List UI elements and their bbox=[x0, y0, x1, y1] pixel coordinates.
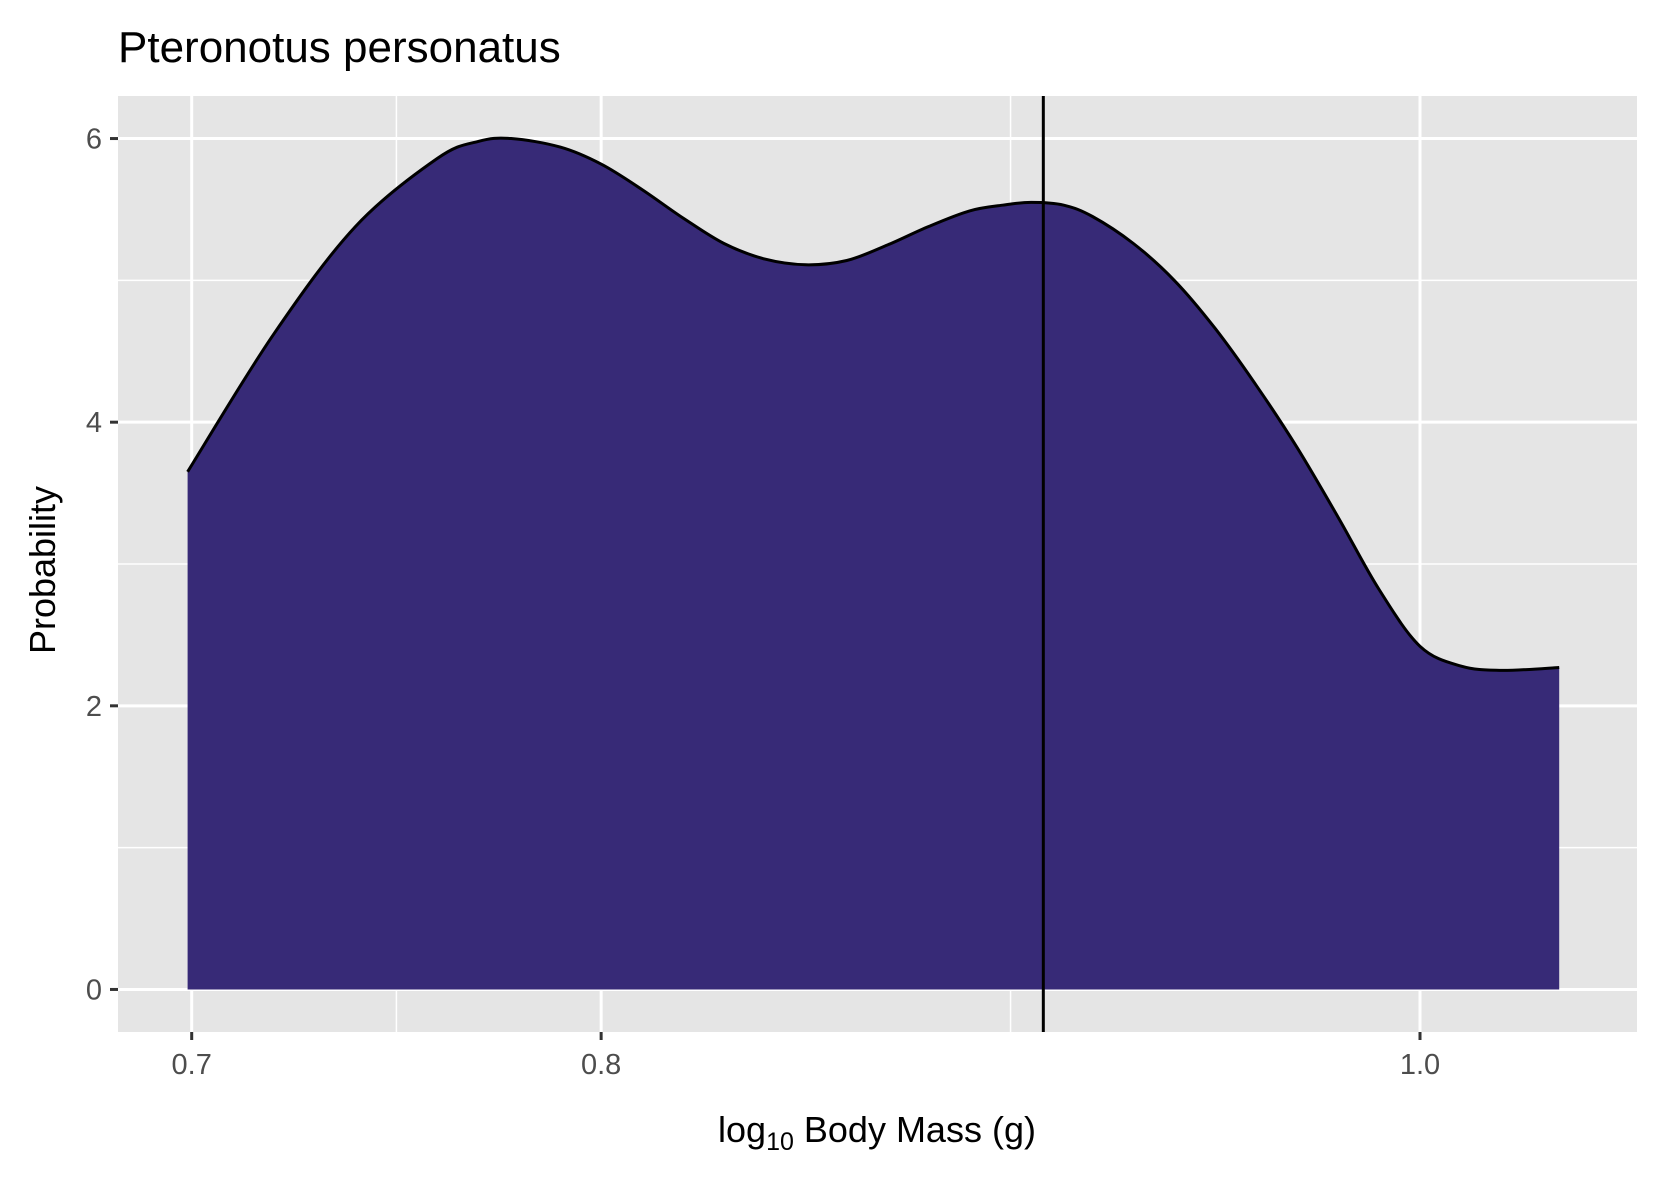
x-axis-title-unit: (g) bbox=[992, 1109, 1036, 1150]
x-axis-title: log10 Body Mass (g) bbox=[718, 1109, 1036, 1156]
chart-title: Pteronotus personatus bbox=[118, 23, 561, 72]
y-tick-label: 6 bbox=[86, 124, 102, 156]
x-axis-title-text: Body Mass bbox=[804, 1109, 982, 1150]
x-tick-label: 0.8 bbox=[581, 1049, 621, 1081]
y-tick-label: 0 bbox=[86, 974, 102, 1006]
density-line bbox=[186, 136, 1560, 672]
x-tick-label: 0.7 bbox=[172, 1049, 212, 1081]
x-tick-label: 1.0 bbox=[1400, 1049, 1440, 1081]
x-axis-title-subscript: 10 bbox=[766, 1128, 794, 1156]
y-tick-label: 4 bbox=[86, 407, 102, 439]
y-tick-label: 2 bbox=[86, 691, 102, 723]
density-area bbox=[187, 138, 1560, 990]
x-axis-ticks: 0.7 0.8 1.0 bbox=[172, 1032, 1440, 1081]
y-axis-ticks: 0 2 4 6 bbox=[86, 124, 118, 1006]
x-axis-title-prefix: log bbox=[718, 1109, 766, 1150]
y-axis-title: Probability bbox=[22, 486, 63, 654]
